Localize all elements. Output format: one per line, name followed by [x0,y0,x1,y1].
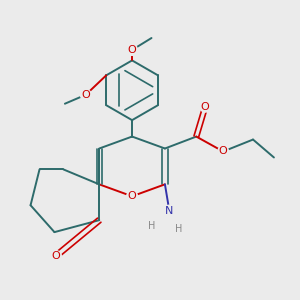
Text: O: O [81,90,90,100]
Text: O: O [219,146,227,157]
Text: O: O [201,102,210,112]
Circle shape [164,205,175,217]
Text: H: H [175,224,182,234]
Circle shape [51,250,61,261]
Circle shape [80,89,91,100]
Circle shape [127,45,137,55]
Circle shape [218,146,229,157]
Circle shape [127,191,137,202]
Text: O: O [128,191,136,201]
Circle shape [200,101,211,112]
Text: O: O [128,45,136,55]
Text: H: H [148,221,155,231]
Text: N: N [165,206,174,216]
Text: O: O [52,251,60,261]
